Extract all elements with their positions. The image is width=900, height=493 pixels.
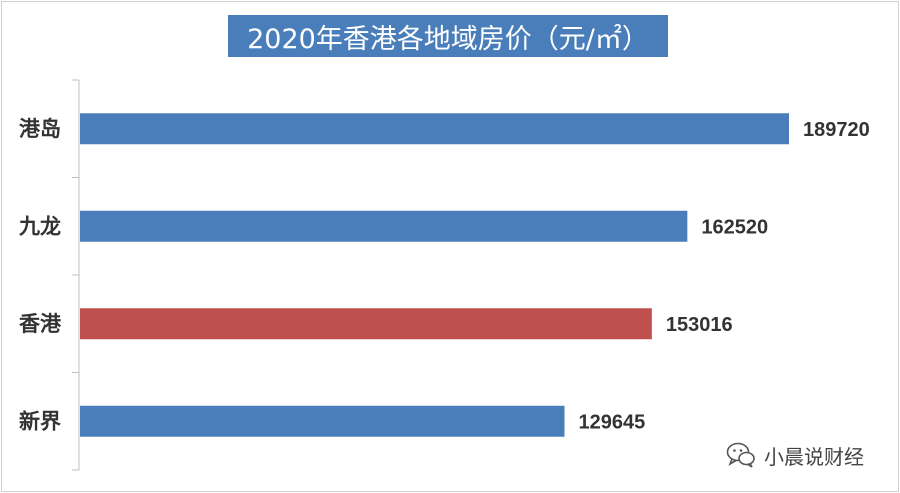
category-label-gangdao: 港岛 (19, 117, 61, 141)
category-axis (72, 79, 80, 471)
data-label-jiulong: 162520 (701, 216, 768, 238)
watermark: 小晨说财经 (726, 440, 864, 470)
chart-title: 2020年香港各地域房价（元/㎡） (228, 15, 668, 57)
data-label-gangdao: 189720 (803, 119, 870, 141)
data-label-xinjie: 129645 (578, 411, 645, 433)
data-labels: 189720 162520 153016 129645 (578, 119, 869, 434)
bar-gangdao (80, 113, 789, 145)
bars (80, 113, 789, 437)
bar-jiulong (80, 210, 688, 242)
data-label-xianggang: 153016 (666, 314, 733, 336)
bar-xinjie (80, 405, 565, 437)
watermark-text: 小晨说财经 (764, 444, 864, 469)
category-label-xianggang: 香港 (19, 312, 62, 336)
category-label-jiulong: 九龙 (18, 214, 61, 238)
category-label-xinjie: 新界 (19, 409, 61, 433)
chart-title-text: 2020年香港各地域房价（元/㎡） (247, 23, 649, 55)
bar-xianggang (80, 308, 652, 340)
wechat-icon (726, 442, 755, 468)
